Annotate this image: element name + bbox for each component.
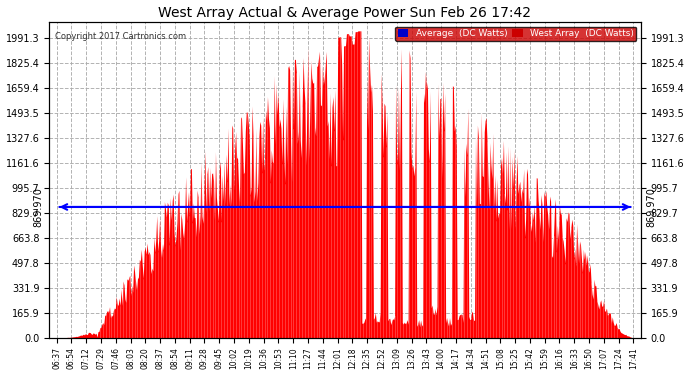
Text: 869.970: 869.970	[34, 187, 43, 227]
Text: Copyright 2017 Cartronics.com: Copyright 2017 Cartronics.com	[55, 32, 186, 40]
Text: 869.970: 869.970	[647, 187, 656, 227]
Title: West Array Actual & Average Power Sun Feb 26 17:42: West Array Actual & Average Power Sun Fe…	[159, 6, 531, 20]
Legend: Average  (DC Watts), West Array  (DC Watts): Average (DC Watts), West Array (DC Watts…	[395, 27, 636, 41]
